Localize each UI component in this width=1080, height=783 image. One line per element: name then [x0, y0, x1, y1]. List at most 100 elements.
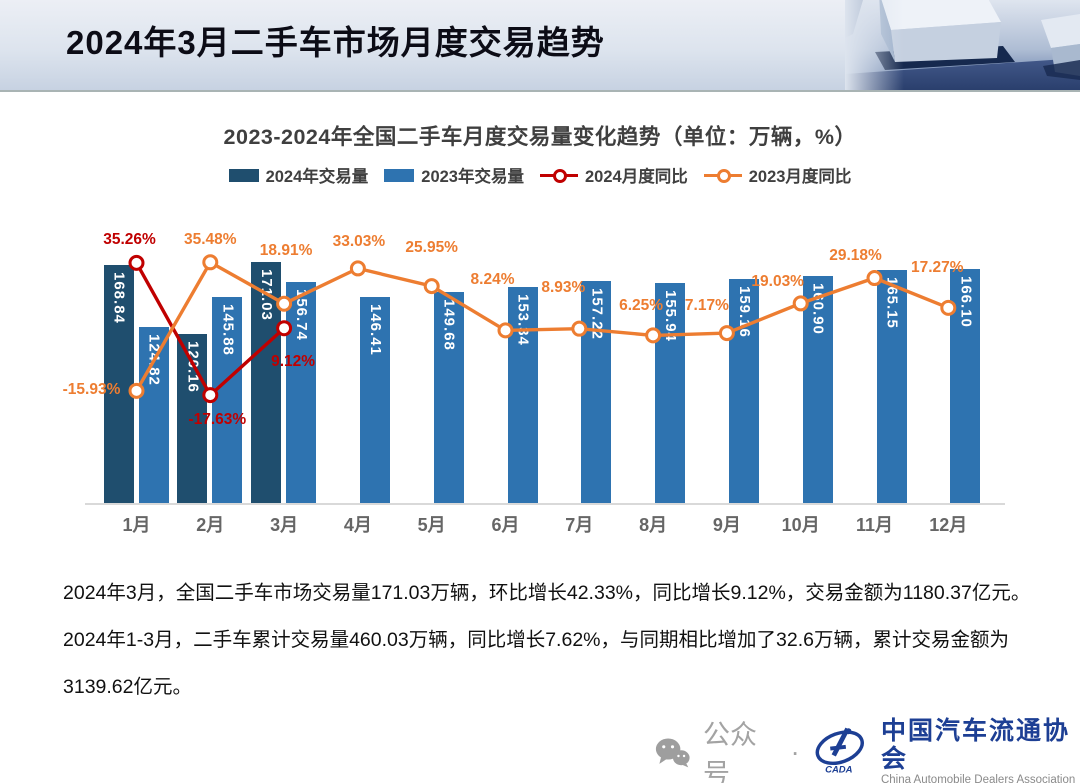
pct-label-2023月度同比-9月: 7.17%	[684, 297, 729, 315]
month-label-5月: 5月	[417, 515, 446, 535]
legend-item-2023年交易量: 2023年交易量	[384, 163, 524, 187]
month-label-10月: 10月	[781, 515, 820, 535]
month-label-2月: 2月	[196, 515, 225, 535]
bar-value-label: 153.34	[514, 293, 532, 346]
bar-value-label: 168.84	[110, 271, 128, 324]
line-point-marker-11月	[866, 270, 883, 287]
bar-2023年交易量-6月	[507, 286, 538, 503]
bar-2023年交易量-4月	[359, 296, 390, 503]
month-label-9月: 9月	[712, 515, 741, 535]
line-point-marker-7月	[571, 320, 588, 337]
month-label-3月: 3月	[270, 515, 299, 535]
month-label-12月: 12月	[929, 515, 968, 535]
line-point-marker-5月	[423, 278, 440, 295]
summary-paragraph-1: 2024年3月，全国二手车市场交易量171.03万辆，环比增长42.33%，同比…	[63, 582, 1031, 604]
month-label-6月: 6月	[491, 515, 520, 535]
legend-line-swatch	[703, 168, 742, 183]
pct-label-2023月度同比-11月: 29.18%	[829, 247, 882, 265]
legend-item-2024月度同比: 2024月度同比	[540, 163, 688, 187]
legend-item-2023月度同比: 2023月度同比	[703, 163, 852, 187]
legend-line-swatch	[540, 168, 578, 183]
trend-lines-layer	[128, 254, 957, 404]
line-2023月度同比	[135, 259, 949, 392]
bar-2023年交易量-9月	[728, 278, 759, 503]
pct-label-2023月度同比-2月: 35.48%	[184, 231, 237, 249]
month-label-1月: 1月	[122, 515, 151, 535]
pct-label-2023月度同比-6月: 8.24%	[470, 271, 515, 289]
line-point-marker-2月	[202, 387, 219, 404]
bar-2024年交易量-1月	[103, 264, 134, 503]
month-label-11月: 11月	[855, 515, 894, 535]
page-title: 2024年3月二手车市场月度交易趋势	[66, 24, 605, 61]
footer: 公众号 · CADA 中国汽车流通协会 China Automobile Dea…	[655, 713, 1080, 783]
line-point-marker-3月	[276, 320, 293, 337]
month-label-7月: 7月	[565, 515, 594, 535]
line-2024月度同比	[135, 262, 286, 398]
bar-value-label: 165.15	[883, 277, 901, 330]
line-point-marker-8月	[645, 327, 662, 344]
bar-2023年交易量-8月	[655, 283, 686, 503]
bar-value-label: 155.94	[662, 290, 680, 342]
legend-label: 2023年交易量	[421, 168, 524, 186]
bar-value-label: 166.10	[957, 275, 975, 328]
pct-label-2023月度同比-12月: 17.27%	[911, 258, 964, 276]
pct-label-2023月度同比-5月: 25.95%	[405, 239, 458, 257]
line-point-marker-3月	[276, 295, 293, 312]
bar-2023年交易量-11月	[876, 270, 907, 503]
summary-text-block: 2024年3月，全国二手车市场交易量171.03万辆，环比增长42.33%，同比…	[63, 570, 1035, 710]
legend-item-2024年交易量: 2024年交易量	[228, 163, 369, 187]
bar-value-label: 157.22	[588, 288, 606, 341]
bar-value-label: 156.74	[293, 288, 311, 341]
pct-label-2023月度同比-8月: 6.25%	[619, 297, 664, 315]
pct-label-2024月度同比-1月: 35.26%	[103, 230, 156, 248]
org-name-block: 中国汽车流通协会 China Automobile Dealers Associ…	[881, 717, 1080, 783]
line-point-marker-9月	[718, 325, 735, 342]
legend-bar-swatch	[228, 168, 259, 182]
pct-label-2023月度同比-7月: 8.93%	[541, 278, 586, 296]
bar-value-label: 146.41	[366, 303, 384, 356]
chart-legend: 2024年交易量 2023年交易量 2024月度同比 2023月度同比	[0, 163, 1080, 187]
line-point-marker-1月	[128, 382, 145, 399]
month-label-4月: 4月	[343, 515, 372, 535]
bar-value-label: 145.88	[219, 304, 237, 357]
bar-2023年交易量-5月	[433, 291, 464, 503]
wechat-account-label: 公众号	[703, 720, 758, 783]
bar-2023年交易量-2月	[212, 297, 243, 503]
org-name-chinese: 中国汽车流通协会	[880, 716, 1070, 774]
bar-2023年交易量-3月	[286, 281, 317, 503]
svg-text:CADA: CADA	[825, 765, 853, 776]
summary-paragraph-2: 2024年1-3月，二手车累计交易量460.03万辆，同比增长7.62%，与同期…	[63, 628, 1009, 698]
line-point-marker-12月	[940, 299, 957, 316]
org-name-english: China Automobile Dealers Association	[880, 774, 1076, 783]
month-label-8月: 8月	[639, 515, 668, 535]
cada-logo-icon: CADA	[815, 727, 864, 776]
line-point-marker-10月	[792, 295, 809, 312]
bar-value-label: 149.68	[440, 298, 458, 351]
pct-label-2023月度同比-1月: -15.93%	[62, 380, 121, 398]
legend-label: 2024月度同比	[585, 168, 688, 186]
legend-label: 2024年交易量	[265, 168, 369, 186]
line-point-marker-6月	[497, 322, 514, 339]
pct-label-2024月度同比-2月: -17.63%	[188, 411, 247, 429]
pct-label-2024月度同比-3月: 9.12%	[271, 353, 316, 371]
line-point-marker-1月	[128, 254, 145, 271]
pct-label-2023月度同比-3月: 18.91%	[259, 241, 313, 259]
bar-2023年交易量-7月	[581, 281, 612, 503]
bar-2023年交易量-1月	[138, 327, 169, 503]
pct-label-2023月度同比-4月: 33.03%	[332, 233, 386, 251]
slide-header: 2024年3月二手车市场月度交易趋势	[0, 0, 1080, 92]
chart-title: 2023-2024年全国二手车月度交易量变化趋势（单位：万辆，%）	[223, 125, 857, 149]
bar-2024年交易量-3月	[251, 261, 282, 503]
line-point-marker-2月	[202, 254, 219, 271]
x-axis-line	[85, 503, 1005, 505]
legend-label: 2023月度同比	[748, 168, 852, 186]
footer-separator: ·	[790, 736, 800, 767]
wechat-icon	[655, 737, 690, 767]
legend-bar-swatch	[384, 168, 415, 182]
pct-label-2023月度同比-10月: 19.03%	[751, 273, 804, 291]
chart-plot-area: 168.84 120.16 171.03 124.82 145.88 156.74 146.…	[0, 220, 1080, 540]
bar-2023年交易量-10月	[802, 276, 833, 503]
line-point-marker-4月	[349, 260, 366, 277]
header-decoration-cubes-image	[845, 0, 1080, 90]
